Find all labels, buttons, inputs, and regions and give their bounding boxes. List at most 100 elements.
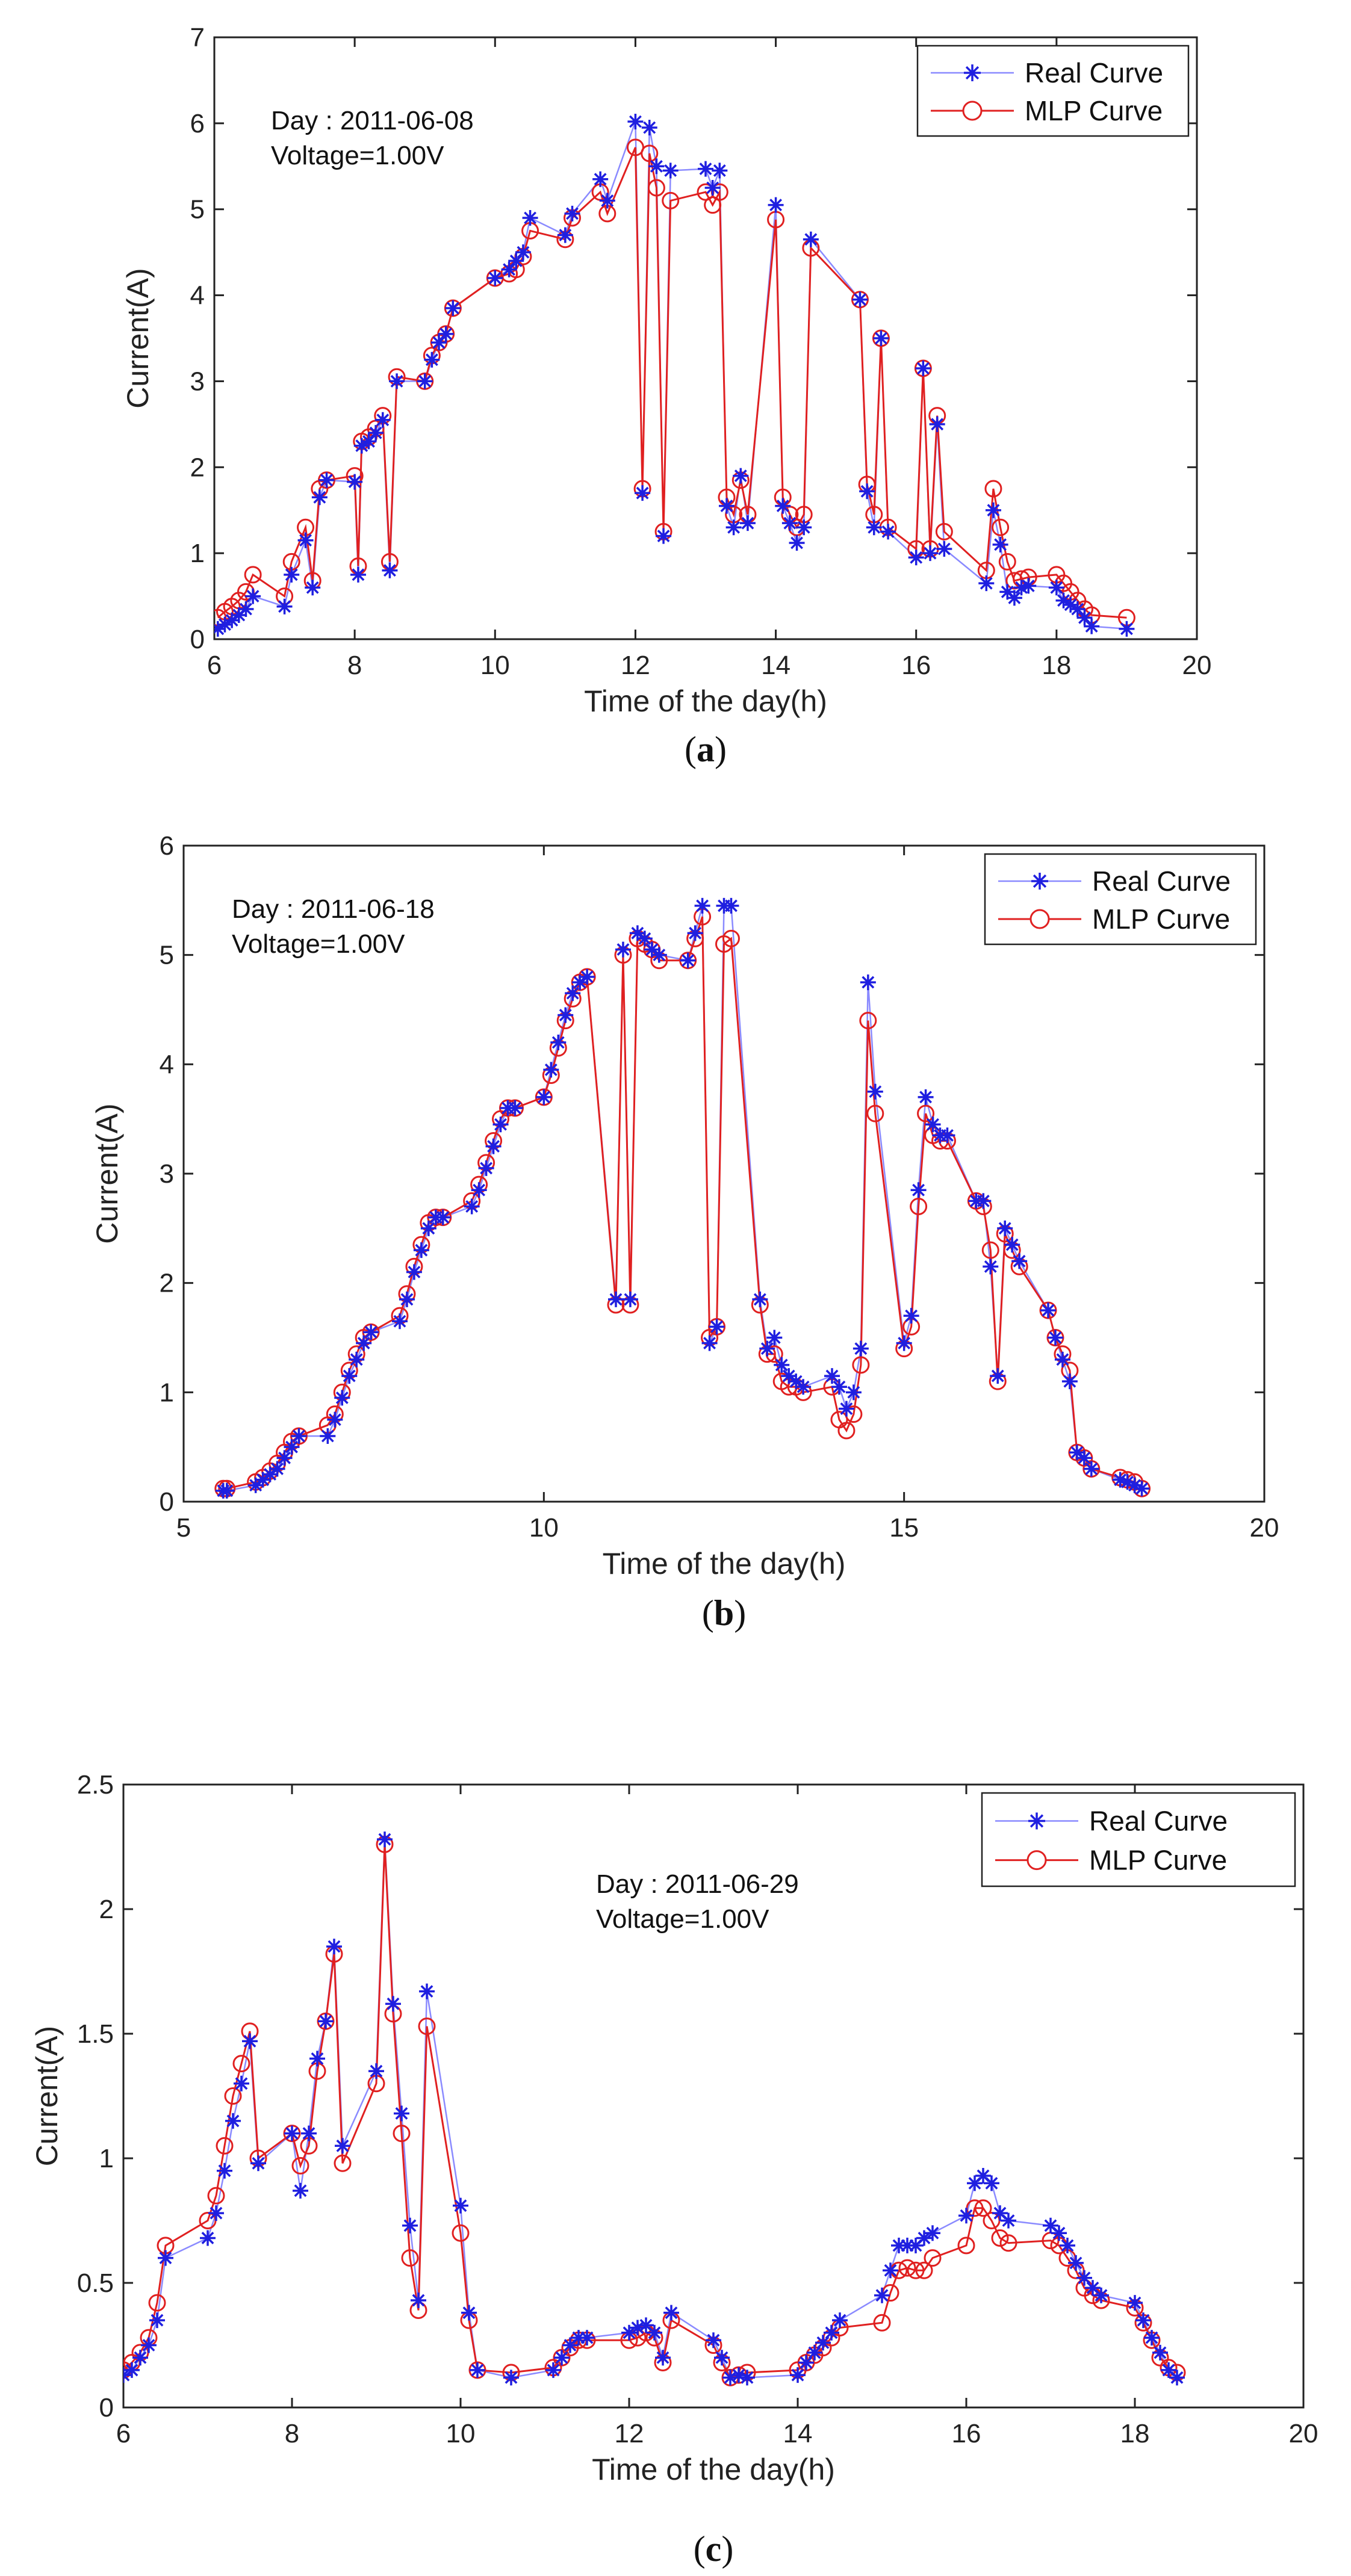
plot-area xyxy=(213,36,1198,640)
real-point xyxy=(470,2362,485,2378)
legend-box xyxy=(981,1792,1296,1887)
mlp-point xyxy=(837,1422,856,1440)
mlp-point xyxy=(873,2314,891,2332)
real-point xyxy=(915,361,931,376)
real-point xyxy=(798,2355,814,2371)
real-point xyxy=(224,612,240,628)
real-point xyxy=(1051,2225,1067,2241)
real-point xyxy=(1006,590,1022,606)
real-point xyxy=(464,1198,480,1215)
mlp-point xyxy=(866,1104,884,1122)
real-point xyxy=(1119,621,1135,637)
real-point xyxy=(852,291,868,308)
real-point xyxy=(399,1291,415,1307)
real-point xyxy=(725,519,742,536)
y-tick-label: 0 xyxy=(190,625,205,654)
y-tick-label: 1.5 xyxy=(77,2019,114,2049)
real-point xyxy=(636,930,653,947)
x-axis-label: Time of the day(h) xyxy=(603,1547,846,1581)
real-point xyxy=(775,498,791,514)
mlp-point xyxy=(244,566,262,584)
mlp-point xyxy=(647,179,665,197)
mlp-point xyxy=(401,2249,419,2267)
real-point xyxy=(925,2225,940,2241)
legend-real-label: Real Curve xyxy=(1025,57,1163,88)
mlp-point xyxy=(224,2087,242,2105)
real-point xyxy=(284,566,300,583)
real-point xyxy=(845,1384,862,1401)
legend-mlp-marker xyxy=(1026,1850,1047,1871)
panel-label: (c) xyxy=(694,2529,734,2569)
mlp-point xyxy=(148,2294,166,2312)
real-point xyxy=(815,2335,831,2351)
real-point xyxy=(975,2167,991,2184)
mlp-point xyxy=(935,522,953,540)
real-point xyxy=(1144,2330,1160,2346)
real-point xyxy=(831,1379,847,1395)
real-point xyxy=(939,1127,955,1144)
real-point xyxy=(579,969,595,985)
x-tick-label: 10 xyxy=(529,1513,559,1543)
real-point xyxy=(883,2262,898,2279)
real-point xyxy=(975,1193,992,1209)
real-point xyxy=(326,1939,342,1955)
real-point xyxy=(141,2337,157,2353)
legend-real-marker xyxy=(964,64,981,81)
y-tick-label: 5 xyxy=(190,195,205,224)
real-point xyxy=(992,536,1008,553)
annotation-line: Voltage=1.00V xyxy=(271,141,444,170)
real-point xyxy=(655,2350,671,2366)
real-point xyxy=(698,161,713,177)
x-tick-label: 14 xyxy=(761,651,790,680)
mlp-point xyxy=(722,929,740,947)
real-point xyxy=(874,2287,890,2303)
real-point xyxy=(471,1182,487,1198)
real-point xyxy=(293,2182,308,2199)
plot-area xyxy=(122,1783,1305,2409)
real-point xyxy=(891,2237,907,2253)
real-point xyxy=(1061,1373,1078,1390)
x-tick-label: 20 xyxy=(1250,1513,1279,1543)
real-point xyxy=(712,163,728,179)
real-point xyxy=(453,2197,468,2214)
real-point xyxy=(838,1401,854,1417)
legend-mlp-label: MLP Curve xyxy=(1025,95,1163,126)
real-point xyxy=(503,2370,519,2386)
real-point xyxy=(1076,2270,1092,2286)
real-point xyxy=(431,335,447,351)
real-point xyxy=(1068,2255,1084,2271)
real-point xyxy=(701,1335,718,1351)
real-point xyxy=(554,2350,570,2366)
panel-label: (a) xyxy=(685,729,727,769)
real-point xyxy=(1069,601,1085,617)
real-point xyxy=(788,1373,804,1390)
real-point xyxy=(1127,2295,1143,2311)
real-point xyxy=(564,205,580,221)
real-point xyxy=(651,947,667,963)
mlp-point xyxy=(917,1104,935,1122)
real-point xyxy=(922,545,939,562)
real-point xyxy=(1169,2370,1185,2386)
series-group xyxy=(214,897,1151,1499)
mlp-point xyxy=(418,2017,436,2036)
real-point xyxy=(276,1450,293,1466)
real-point xyxy=(485,1138,502,1154)
real-point xyxy=(903,1308,919,1324)
real-point xyxy=(231,607,247,623)
real-point xyxy=(327,1411,343,1428)
real-point xyxy=(311,489,328,506)
real-point xyxy=(967,2175,983,2191)
x-tick-label: 12 xyxy=(615,2419,644,2448)
real-point xyxy=(722,2370,738,2386)
real-point xyxy=(992,2205,1008,2221)
mlp-point xyxy=(641,144,659,163)
real-point xyxy=(638,2317,654,2333)
real-point xyxy=(1135,2312,1151,2329)
y-tick-label: 6 xyxy=(160,831,174,861)
y-tick-label: 7 xyxy=(190,23,205,52)
annotation-line: Day : 2011-06-18 xyxy=(232,894,435,924)
real-point xyxy=(622,1291,638,1307)
real-point xyxy=(550,1035,567,1050)
